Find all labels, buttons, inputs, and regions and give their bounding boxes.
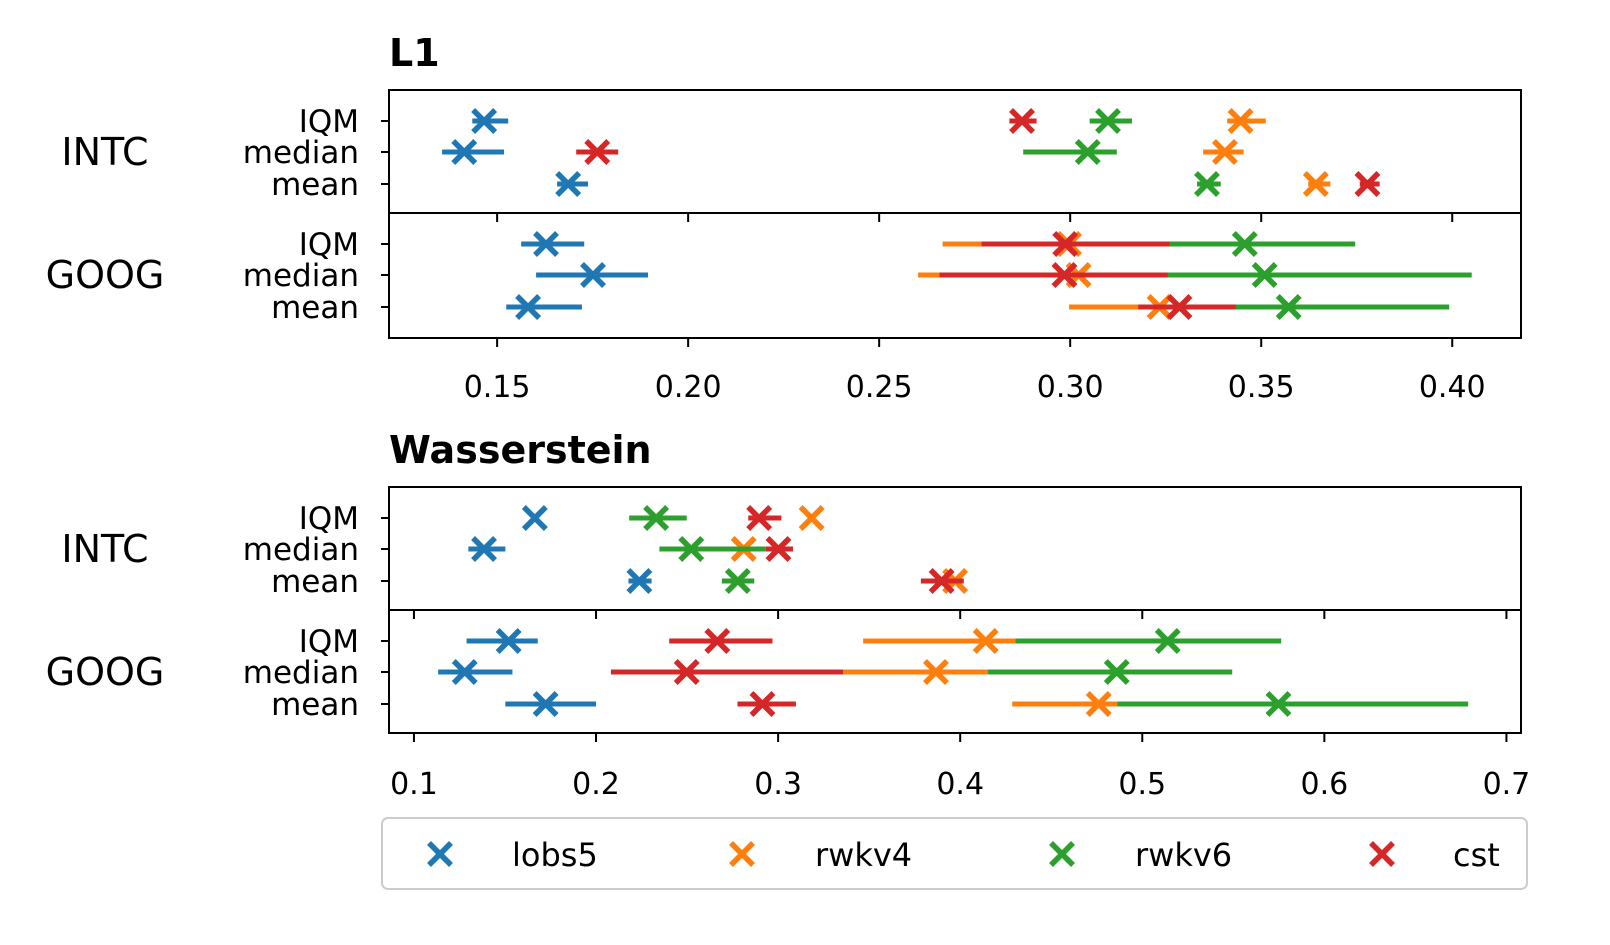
marker-rwkv6-INTC-median — [1074, 139, 1101, 165]
marker-cst-INTC-median — [584, 139, 611, 165]
series-lobs5 — [438, 505, 653, 717]
marker-lobs5-GOOG-median — [451, 659, 478, 685]
marker-rwkv4-GOOG-median — [923, 659, 949, 685]
marker-rwkv4-INTC-median — [1211, 139, 1238, 165]
panel-1: WassersteinINTCIQMmedianmeanGOOGIQMmedia… — [46, 428, 1531, 802]
x-tick-label: 0.30 — [1037, 370, 1104, 405]
series-cst — [610, 505, 964, 717]
marker-rwkv6-GOOG-median — [1251, 262, 1278, 288]
marker-rwkv6-INTC-IQM — [643, 505, 670, 531]
y-tick-label: mean — [271, 290, 359, 326]
y-tick-label: IQM — [299, 104, 359, 140]
series-cst — [576, 108, 1381, 320]
series-rwkv6 — [1023, 108, 1472, 320]
legend-marker-cst — [1369, 841, 1395, 867]
marker-cst-GOOG-IQM — [704, 628, 731, 654]
marker-lobs5-INTC-median — [471, 536, 497, 562]
panel-title: Wasserstein — [389, 428, 652, 472]
y-tick-label: IQM — [299, 501, 359, 537]
y-tick-label: mean — [271, 167, 359, 203]
marker-rwkv6-GOOG-IQM — [1231, 231, 1258, 257]
marker-rwkv4-INTC-IQM — [798, 505, 825, 531]
x-tick-label: 0.40 — [1419, 370, 1486, 405]
marker-cst-GOOG-IQM — [1052, 231, 1079, 257]
marker-lobs5-INTC-mean — [555, 171, 582, 197]
group-label: GOOG — [46, 650, 165, 694]
marker-lobs5-GOOG-median — [580, 262, 606, 288]
legend-marker-rwkv4 — [729, 841, 755, 867]
legend-item-cst: cst — [1369, 836, 1500, 874]
marker-rwkv4-GOOG-IQM — [972, 628, 999, 654]
marker-cst-GOOG-median — [1051, 262, 1078, 288]
group-label: INTC — [61, 130, 148, 174]
x-tick-label: 0.2 — [572, 767, 620, 802]
marker-rwkv6-INTC-median — [678, 536, 705, 562]
marker-rwkv6-INTC-mean — [1194, 171, 1220, 197]
panel-0: L1INTCIQMmedianmeanGOOGIQMmedianmean0.15… — [46, 31, 1522, 405]
marker-lobs5-GOOG-IQM — [495, 628, 522, 654]
x-tick-label: 0.35 — [1228, 370, 1295, 405]
marker-rwkv4-INTC-IQM — [1227, 108, 1254, 134]
x-tick-label: 0.1 — [390, 767, 438, 802]
marker-cst-INTC-mean — [928, 568, 955, 594]
marker-rwkv4-INTC-mean — [1302, 171, 1329, 197]
marker-lobs5-INTC-mean — [626, 568, 653, 594]
marker-lobs5-GOOG-IQM — [533, 231, 559, 257]
x-tick-label: 0.6 — [1300, 767, 1348, 802]
x-tick-label: 0.5 — [1118, 767, 1166, 802]
x-tick-label: 0.25 — [846, 370, 913, 405]
legend-marker-lobs5 — [427, 841, 453, 867]
panel-title: L1 — [389, 31, 440, 75]
x-tick-label: 0.15 — [464, 370, 531, 405]
legend: lobs5 rwkv4 rwkv6 cst — [381, 817, 1528, 890]
y-tick-label: median — [243, 135, 359, 171]
legend-marker-rwkv6 — [1049, 841, 1075, 867]
marker-cst-INTC-median — [765, 536, 792, 562]
legend-label: lobs5 — [512, 836, 598, 874]
legend-label: cst — [1453, 836, 1500, 874]
y-tick-label: IQM — [299, 227, 359, 263]
marker-cst-GOOG-mean — [749, 691, 776, 717]
series-lobs5 — [442, 108, 649, 320]
legend-item-lobs5: lobs5 — [427, 836, 598, 874]
marker-rwkv6-GOOG-mean — [1265, 691, 1292, 717]
marker-cst-GOOG-mean — [1166, 294, 1193, 320]
panels: L1INTCIQMmedianmeanGOOGIQMmedianmean0.15… — [46, 31, 1531, 802]
marker-lobs5-INTC-median — [451, 139, 478, 165]
y-tick-label: median — [243, 655, 359, 691]
series-rwkv6 — [629, 505, 1469, 717]
marker-rwkv6-GOOG-IQM — [1154, 628, 1181, 654]
marker-cst-INTC-IQM — [746, 505, 773, 531]
y-tick-label: median — [243, 258, 359, 294]
marker-lobs5-GOOG-mean — [532, 691, 559, 717]
marker-rwkv6-GOOG-mean — [1275, 294, 1302, 320]
marker-rwkv4-GOOG-mean — [1085, 691, 1112, 717]
marker-cst-GOOG-median — [673, 659, 700, 685]
marker-lobs5-GOOG-mean — [515, 294, 542, 320]
marker-cst-INTC-mean — [1354, 171, 1381, 197]
marker-lobs5-INTC-IQM — [471, 108, 498, 134]
marker-lobs5-INTC-IQM — [521, 505, 548, 531]
marker-rwkv6-INTC-IQM — [1095, 108, 1121, 134]
x-tick-label: 0.3 — [754, 767, 802, 802]
legend-item-rwkv6: rwkv6 — [1049, 836, 1232, 874]
marker-rwkv6-INTC-mean — [724, 568, 751, 594]
legend-frame — [381, 817, 1528, 890]
x-tick-label: 0.4 — [936, 767, 984, 802]
y-tick-label: median — [243, 532, 359, 568]
legend-label: rwkv6 — [1135, 836, 1232, 874]
marker-rwkv6-GOOG-median — [1103, 659, 1130, 685]
group-label: GOOG — [46, 253, 165, 297]
x-tick-label: 0.7 — [1483, 767, 1531, 802]
legend-label: rwkv4 — [815, 836, 912, 874]
x-tick-label: 0.20 — [655, 370, 722, 405]
group-label: INTC — [61, 527, 148, 571]
legend-item-rwkv4: rwkv4 — [729, 836, 912, 874]
y-tick-label: mean — [271, 564, 359, 600]
y-tick-label: IQM — [299, 624, 359, 660]
marker-cst-INTC-IQM — [1009, 108, 1035, 134]
y-tick-label: mean — [271, 687, 359, 723]
